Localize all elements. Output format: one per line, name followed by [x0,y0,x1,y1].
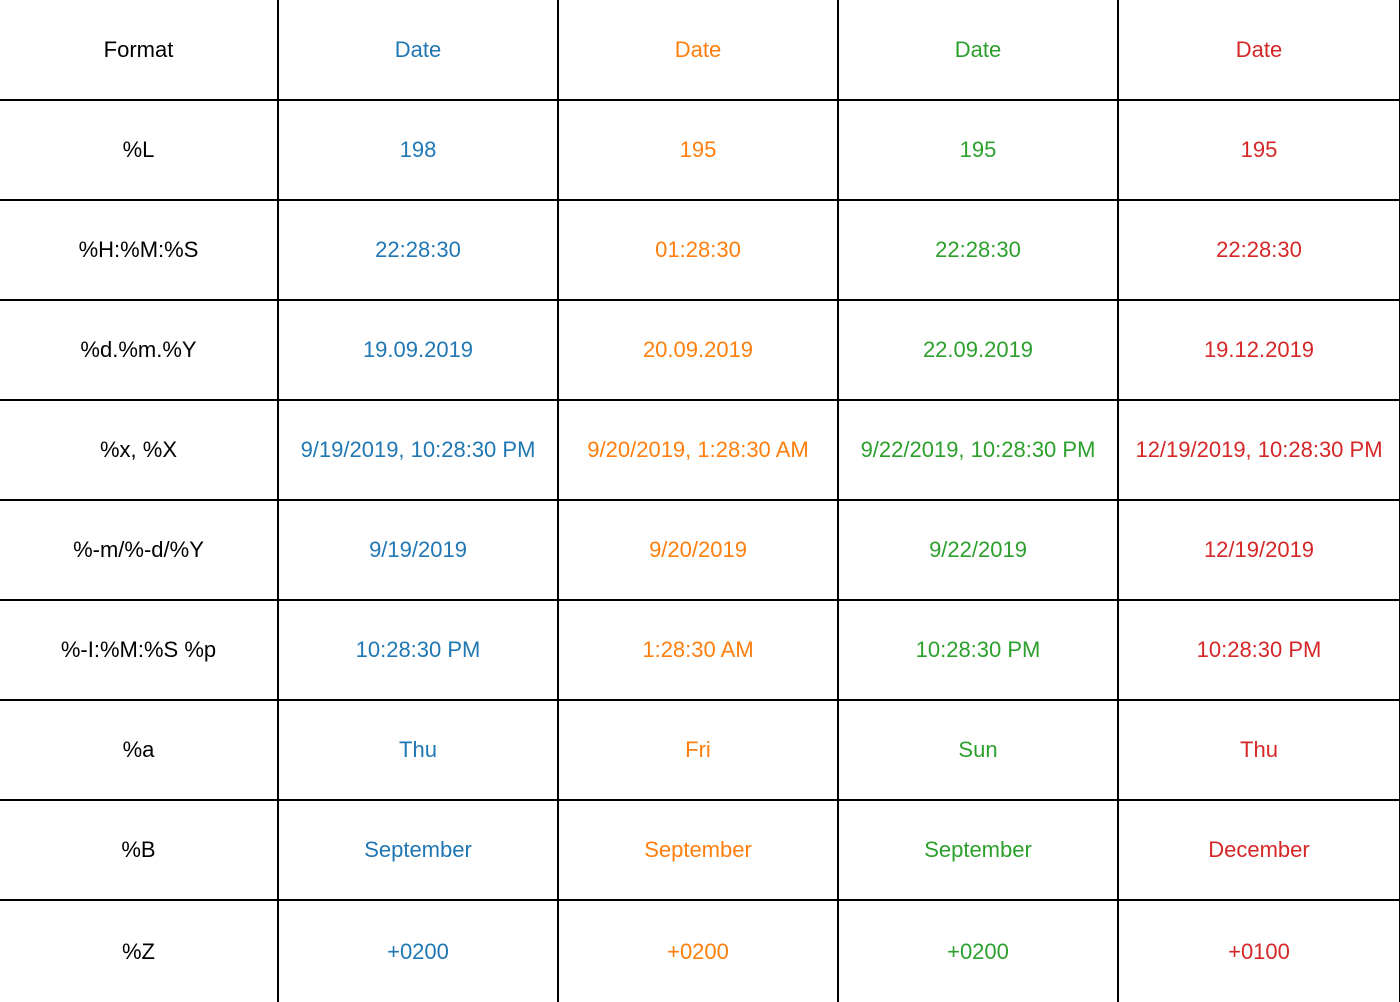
format-cell: %L [0,99,279,201]
format-cell: %-I:%M:%S %p [0,599,279,701]
date-value-cell-4: Thu [1117,699,1400,801]
date-value-cell-2: 195 [557,99,839,201]
table-row: %L 198 195 195 195 [0,99,1400,201]
date-value-cell-3: Sun [837,699,1119,801]
format-cell: %B [0,799,279,901]
date-value-cell-2: 9/20/2019, 1:28:30 AM [557,399,839,501]
date-value-cell-1: 9/19/2019 [277,499,559,601]
format-cell: %x, %X [0,399,279,501]
date-value-cell-1: 9/19/2019, 10:28:30 PM [277,399,559,501]
format-cell: %a [0,699,279,801]
format-cell: %-m/%-d/%Y [0,499,279,601]
table-row: %x, %X 9/19/2019, 10:28:30 PM 9/20/2019, 1… [0,399,1400,501]
date-value-cell-4: 195 [1117,99,1400,201]
table-row: %H:%M:%S 22:28:30 01:28:30 22:28:30 22:28:30 [0,199,1400,301]
date-value-cell-3: 10:28:30 PM [837,599,1119,701]
date-value-cell-1: 22:28:30 [277,199,559,301]
date-value-cell-3: 22:28:30 [837,199,1119,301]
date-column-header-1: Date [277,0,559,101]
format-column-header: Format [0,0,279,101]
date-value-cell-2: September [557,799,839,901]
date-value-cell-3: 9/22/2019, 10:28:30 PM [837,399,1119,501]
date-value-cell-2: 20.09.2019 [557,299,839,401]
date-column-header-2: Date [557,0,839,101]
date-value-cell-3: September [837,799,1119,901]
date-column-header-3: Date [837,0,1119,101]
date-value-cell-4: 12/19/2019, 10:28:30 PM [1117,399,1400,501]
date-value-cell-1: 19.09.2019 [277,299,559,401]
date-value-cell-3: +0200 [837,899,1119,1002]
date-column-header-4: Date [1117,0,1400,101]
date-value-cell-4: 19.12.2019 [1117,299,1400,401]
date-value-cell-2: 1:28:30 AM [557,599,839,701]
table-row: %B September September September December [0,799,1400,901]
format-cell: %d.%m.%Y [0,299,279,401]
table-row: %-m/%-d/%Y 9/19/2019 9/20/2019 9/22/2019 12/… [0,499,1400,601]
date-value-cell-1: +0200 [277,899,559,1002]
table-row: %a Thu Fri Sun Thu [0,699,1400,801]
format-cell: %Z [0,899,279,1002]
date-value-cell-3: 22.09.2019 [837,299,1119,401]
date-value-cell-4: 12/19/2019 [1117,499,1400,601]
date-value-cell-4: December [1117,799,1400,901]
date-value-cell-1: 10:28:30 PM [277,599,559,701]
date-value-cell-1: 198 [277,99,559,201]
date-value-cell-1: Thu [277,699,559,801]
date-value-cell-3: 9/22/2019 [837,499,1119,601]
date-value-cell-4: +0100 [1117,899,1400,1002]
table-row: %Z +0200 +0200 +0200 +0100 [0,899,1400,1002]
date-value-cell-4: 22:28:30 [1117,199,1400,301]
date-value-cell-2: +0200 [557,899,839,1002]
date-value-cell-3: 195 [837,99,1119,201]
format-cell: %H:%M:%S [0,199,279,301]
date-value-cell-2: 9/20/2019 [557,499,839,601]
date-value-cell-2: Fri [557,699,839,801]
date-value-cell-4: 10:28:30 PM [1117,599,1400,701]
date-value-cell-1: September [277,799,559,901]
date-value-cell-2: 01:28:30 [557,199,839,301]
table-row: %d.%m.%Y 19.09.2019 20.09.2019 22.09.2019 19… [0,299,1400,401]
table-row: %-I:%M:%S %p 10:28:30 PM 1:28:30 AM 10:28:3… [0,599,1400,701]
header-row: Format Date Date Date Date [0,0,1400,101]
